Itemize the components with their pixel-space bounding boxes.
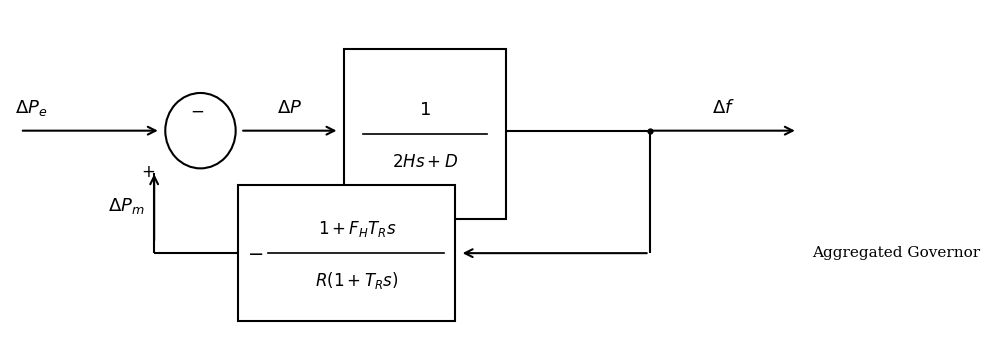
Text: $2Hs+D$: $2Hs+D$ xyxy=(392,154,458,172)
Text: $1$: $1$ xyxy=(419,101,431,119)
Text: $R\left(1+T_R s\right)$: $R\left(1+T_R s\right)$ xyxy=(315,270,399,291)
Text: $\Delta P_m$: $\Delta P_m$ xyxy=(108,196,144,216)
Bar xyxy=(238,185,455,321)
Text: $\Delta P_e$: $\Delta P_e$ xyxy=(15,98,48,118)
Text: $\Delta P$: $\Delta P$ xyxy=(277,99,302,117)
Text: $1+F_H T_R s$: $1+F_H T_R s$ xyxy=(318,218,397,239)
Text: $-$: $-$ xyxy=(190,103,204,120)
Text: $-$: $-$ xyxy=(247,244,263,262)
Text: $\Delta f$: $\Delta f$ xyxy=(712,99,735,117)
Text: $+$: $+$ xyxy=(141,164,155,181)
Bar xyxy=(344,49,506,219)
Text: Aggregated Governor: Aggregated Governor xyxy=(812,246,980,260)
